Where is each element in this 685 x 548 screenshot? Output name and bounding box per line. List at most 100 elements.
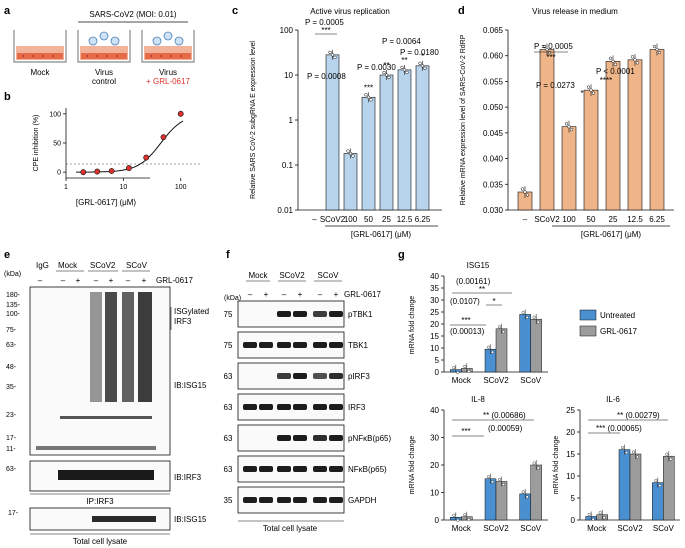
f-marker: 63 [224, 465, 233, 474]
f-band [329, 311, 343, 317]
g1-ytick-label: 15 [430, 332, 439, 341]
f-band [313, 373, 327, 379]
d-ann-2: P = 0.0273 [536, 81, 575, 90]
g-il8-ylabel: mRNA fold change [409, 436, 416, 494]
e-marker: 35- [6, 384, 17, 391]
e-sign: – [126, 276, 131, 285]
f-band [313, 342, 327, 348]
g3-dot [632, 450, 636, 454]
e-lane-igg: IgG [36, 261, 49, 270]
f-band [329, 466, 343, 472]
e-marker: 17- [6, 435, 17, 442]
panel-f-label: f [226, 249, 230, 261]
g1-ytick-label: 30 [430, 296, 439, 305]
f-kda: (kDa) [224, 295, 241, 302]
c-dot [384, 73, 389, 77]
c-ann-0: P = 0.0005 [305, 18, 344, 27]
g1-dot [502, 330, 506, 334]
g2-dot [456, 518, 460, 522]
f-band [329, 404, 343, 410]
dish-virus-control [77, 30, 131, 63]
g1-dot [536, 320, 540, 324]
f-lane-scov: SCoV [318, 271, 340, 280]
chart-d-ylabel: Relative mRNA expression level of SARS-C… [460, 34, 467, 205]
f-band [277, 435, 291, 441]
b-point [126, 165, 132, 171]
f-marker: 63 [224, 372, 233, 381]
g3-ytick-label: 0 [571, 516, 576, 525]
f-grl: GRL-0617 [344, 290, 381, 299]
g2-bar [495, 481, 508, 521]
chart-c-ylabel-1: Relative SARS CoV-2 subgRNA E expression… [250, 41, 257, 199]
d-dot [633, 58, 637, 62]
g2-ann-2: (0.00059) [488, 424, 523, 433]
panel-d-label: d [458, 5, 465, 17]
d-dot [542, 44, 547, 49]
d-dot [657, 50, 662, 55]
chart-b-ylabel: CPE inhibition (%) [33, 115, 40, 172]
c-bar [379, 74, 394, 211]
d-ytick-label: 0.055 [483, 77, 504, 86]
g3-ytick-label: 25 [566, 406, 575, 415]
d-dot [611, 59, 615, 64]
f-row-name: TBK1 [348, 341, 369, 350]
d-bar [539, 49, 555, 211]
f-sign: – [282, 290, 287, 299]
d-dot [635, 61, 640, 65]
g2-dot [491, 480, 495, 484]
f-band [313, 466, 327, 472]
c-ytick-label: 0.1 [282, 161, 294, 170]
g3-dot [669, 457, 673, 461]
d-dot [567, 125, 571, 129]
g1-bar [495, 328, 508, 373]
e-sign: + [142, 276, 147, 285]
g2-xtick-label: Mock [452, 524, 472, 533]
d-ytick-label: 0.065 [483, 26, 504, 35]
d-ann-3: * [580, 89, 583, 98]
f-row-name: GAPDH [348, 496, 377, 505]
d-xtick-label: 12.5 [627, 215, 643, 224]
e-irf3-marker: 63- [6, 466, 17, 473]
f-band [313, 311, 327, 317]
g2-dot [521, 490, 525, 494]
legend-swatch-untreated [579, 309, 597, 321]
dish-virus-grl [141, 30, 195, 63]
b-point [94, 168, 101, 175]
f-sign: + [334, 290, 339, 299]
f-band [293, 435, 307, 441]
g2-dot [487, 475, 491, 479]
c-dot [418, 61, 422, 65]
e-total: Total cell lysate [73, 537, 128, 546]
g2-ann-0: ** (0.00686) [483, 411, 526, 420]
c-ann-6: P = 0.0064 [382, 37, 421, 46]
e-lane-mock: Mock [58, 261, 78, 270]
f-band [313, 435, 327, 441]
b-point [160, 134, 167, 141]
g3-xtick-label: SCoV [653, 524, 675, 533]
c-xtick-label: 25 [382, 215, 391, 224]
e-sign: – [38, 276, 43, 285]
f-row-name: NFκB(p65) [348, 465, 387, 474]
g2-dot [498, 478, 502, 482]
g3-ann-0: ** (0.00279) [617, 411, 660, 420]
moi-header: SARS-CoV2 (MOI: 0.01) [89, 10, 176, 19]
f-band [313, 404, 327, 410]
g-legend: Untreated GRL-0617 [579, 309, 637, 337]
d-dot [569, 128, 574, 132]
c-ytick-label: 1 [289, 116, 294, 125]
f-marker: 75 [224, 310, 233, 319]
f-lane-scov2: SCoV2 [279, 271, 305, 280]
c-dot [366, 95, 371, 99]
label-virus-grl-1: Virus [159, 68, 177, 77]
label-virus-grl-2: + GRL-0617 [146, 77, 190, 86]
c-ann-4: P = 0.0030 [357, 63, 396, 72]
f-marker: 75 [224, 341, 233, 350]
g-il6-title: IL-6 [606, 395, 620, 404]
label-virus-control-1: Virus [95, 68, 113, 77]
f-sign: – [248, 290, 253, 299]
f-band [243, 497, 257, 503]
g2-bar [484, 478, 497, 521]
f-band [293, 342, 307, 348]
g2-dot [463, 513, 467, 517]
g1-xtick-label: SCoV2 [483, 376, 509, 385]
